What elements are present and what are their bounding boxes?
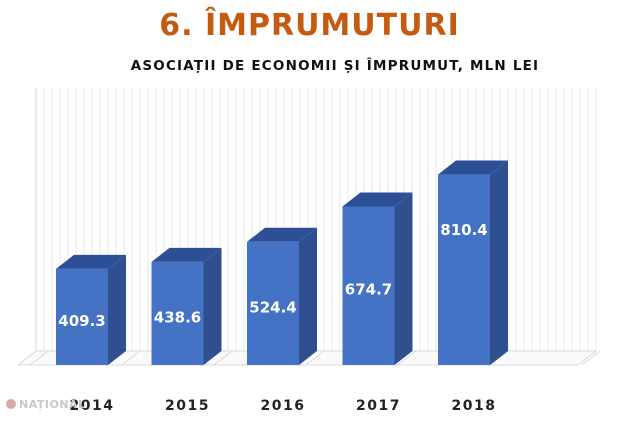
bar-side	[490, 160, 508, 365]
floor-grid-line	[305, 350, 325, 366]
bar-side	[299, 227, 317, 365]
x-tick-label: 2017	[356, 398, 401, 414]
bar	[247, 241, 299, 365]
floor-grid-line	[121, 350, 141, 366]
bar-top	[342, 192, 413, 207]
logo-dot-icon	[6, 399, 16, 409]
bar-top	[247, 227, 317, 242]
bar-side	[203, 247, 222, 365]
data-label: 409.3	[58, 312, 105, 330]
data-label: 524.4	[249, 298, 296, 316]
bar	[56, 268, 108, 365]
bar-side	[394, 192, 413, 365]
x-tick-label: 2016	[261, 398, 306, 414]
floor-grid-line	[581, 350, 601, 366]
floor-grid-line	[29, 350, 49, 366]
bar	[438, 174, 490, 365]
bar	[342, 206, 395, 365]
floor-grid-line	[213, 350, 233, 366]
x-tick-label: 2018	[452, 398, 497, 414]
x-tick-label: 2014	[70, 398, 115, 414]
bar	[151, 261, 204, 365]
watermark-text: NAȚIONAL	[19, 398, 86, 411]
x-tick-label: 2015	[165, 398, 210, 414]
bar-top	[438, 160, 508, 175]
watermark-logo: NAȚIONAL	[6, 398, 86, 411]
floor-grid-line	[397, 350, 417, 366]
bar-side	[108, 254, 126, 365]
data-label: 438.6	[154, 308, 201, 326]
data-label: 810.4	[440, 221, 487, 239]
bar-top	[151, 247, 222, 262]
chart-subtitle: ASOCIAȚII DE ECONOMII ȘI ÎMPRUMUT, MLN L…	[130, 58, 540, 74]
data-label: 674.7	[345, 281, 392, 299]
chart-title: 6. ÎMPRUMUTURI	[159, 8, 460, 43]
bar-top	[56, 254, 126, 269]
